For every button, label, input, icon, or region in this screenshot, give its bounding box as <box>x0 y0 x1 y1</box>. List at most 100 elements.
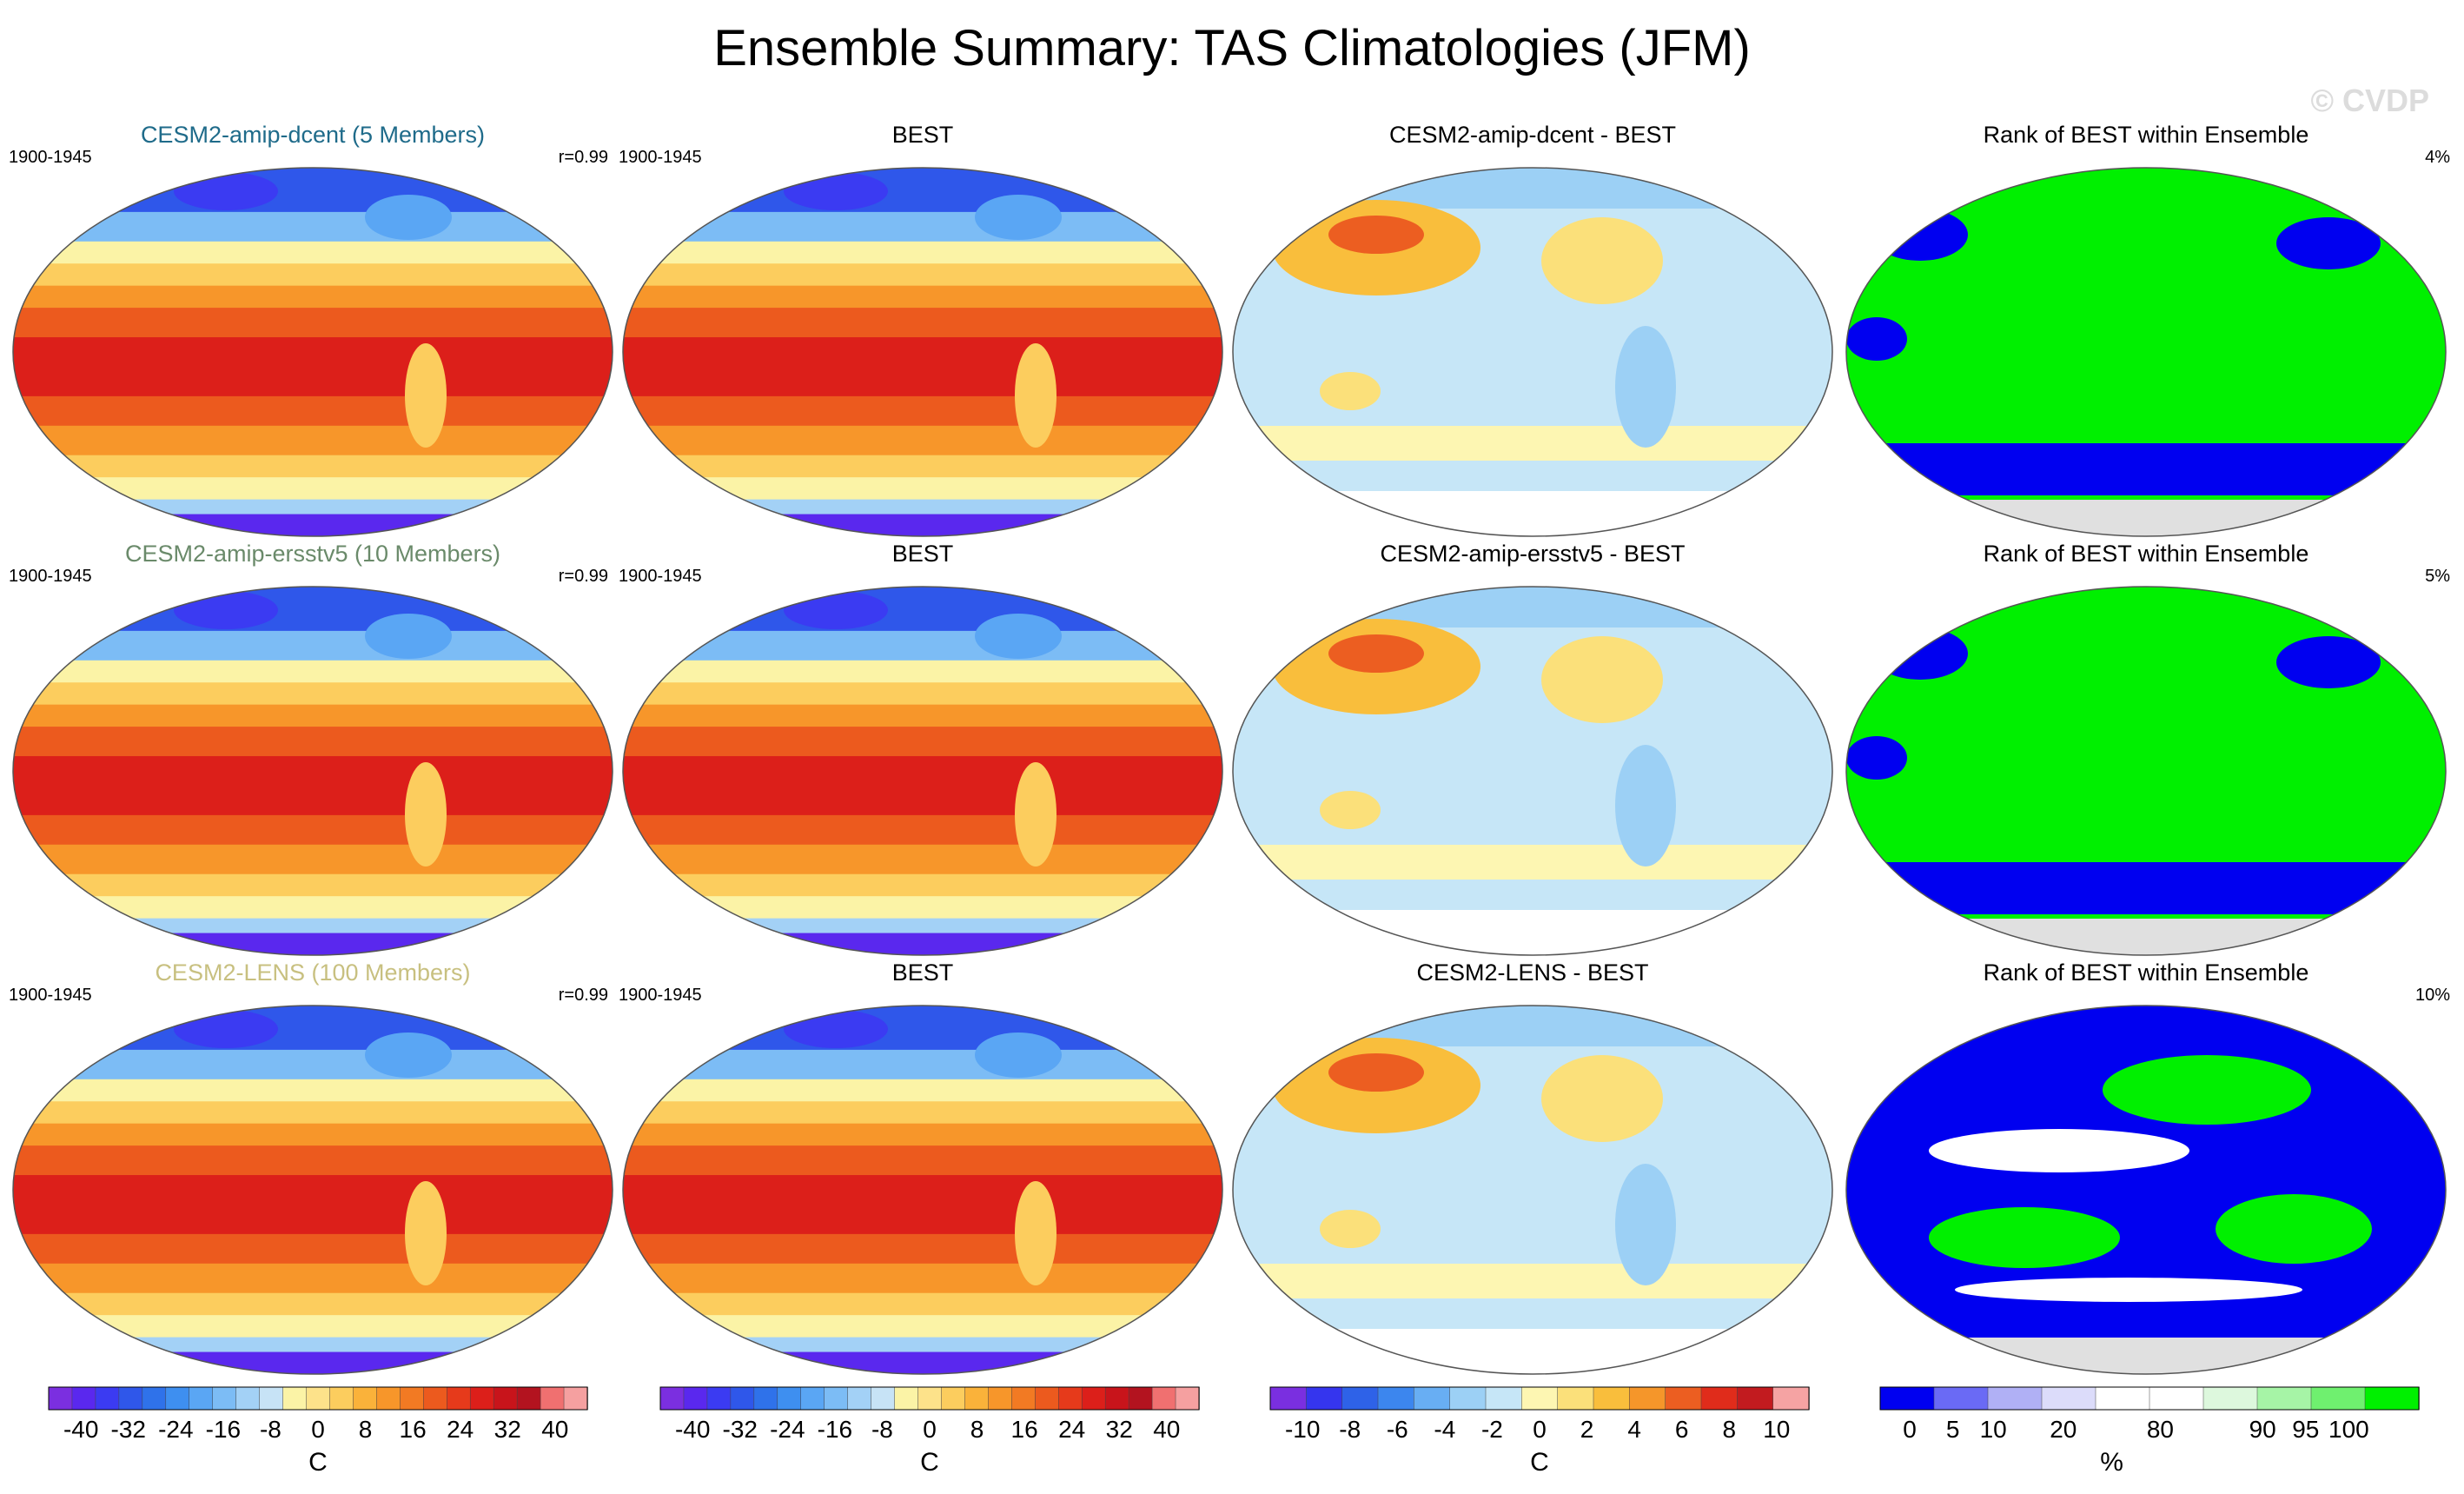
correlation-label: r=0.99 <box>558 567 608 586</box>
colorbar-swatch <box>1933 1386 1989 1411</box>
colorbar-tick-label: 8 <box>970 1416 984 1443</box>
map-band <box>623 1337 1222 1353</box>
andes-region <box>1015 1181 1056 1285</box>
diff-title: CESM2-amip-dcent - BEST <box>1388 122 1677 148</box>
colorbar-swatch <box>469 1386 494 1411</box>
colorbar-swatch <box>71 1386 96 1411</box>
map-band <box>13 814 613 846</box>
years-label: 1900-1945 <box>619 148 702 167</box>
warm-region <box>1541 636 1663 723</box>
panel-obs-row2: BEST 1900-1945 <box>619 541 1227 958</box>
map-band <box>13 1123 613 1147</box>
map-band <box>13 587 613 632</box>
colorbar-model: -40 -32 -24 -16 -8 0 8 16 24 32 40 C <box>45 1385 593 1481</box>
colorbar-tick-label: 8 <box>1722 1416 1736 1443</box>
colorbar-tick-label: 5 <box>1946 1416 1960 1443</box>
rank-low-region <box>1872 209 1968 261</box>
obs-title: BEST <box>891 959 954 986</box>
arctic-band <box>1233 168 1832 209</box>
cold-region <box>975 1033 1062 1078</box>
map-outline <box>622 167 1223 537</box>
map-band <box>623 514 1222 536</box>
cold-region <box>784 591 888 629</box>
colorbar-tick-label: 0 <box>1533 1416 1547 1443</box>
colorbar-tick-label: 95 <box>2292 1416 2319 1443</box>
rank-map <box>1845 167 2447 537</box>
panel-obs-row3: BEST 1900-1945 <box>619 959 1227 1377</box>
map-band <box>623 1175 1222 1235</box>
cold-region <box>975 195 1062 240</box>
map-band <box>623 1263 1222 1294</box>
antarctica-blank <box>1233 491 1832 536</box>
map-band <box>623 1123 1222 1147</box>
map-band <box>13 168 613 213</box>
colorbar-swatch <box>1557 1386 1594 1411</box>
andes-region <box>405 343 447 448</box>
map-bands <box>1233 587 1832 955</box>
map-band <box>623 873 1222 898</box>
colorbar-tick-label: 10 <box>1980 1416 2007 1443</box>
rank-low-band <box>1846 443 2446 495</box>
colorbar-frame <box>1269 1386 1810 1411</box>
colorbar-tick-label: 80 <box>2147 1416 2174 1443</box>
map-outline <box>1845 586 2447 956</box>
colorbar-tick-label: 10 <box>1763 1416 1790 1443</box>
map-band <box>623 1315 1222 1338</box>
map-outline <box>622 1005 1223 1375</box>
map-band <box>13 756 613 816</box>
colorbar-swatch <box>1306 1386 1343 1411</box>
map-band <box>13 514 613 536</box>
panel-model-row2: CESM2-amip-ersstv5 (10 Members) 1900-194… <box>9 541 617 958</box>
rank-low-band <box>1846 862 2446 914</box>
cold-region <box>174 172 278 210</box>
colorbar-swatch <box>894 1386 919 1411</box>
colorbar-tick-label: -32 <box>111 1416 146 1443</box>
map-band <box>13 1263 613 1294</box>
colorbar-diff: -10 -8 -6 -4 -2 0 2 4 6 8 10 C <box>1267 1385 1814 1481</box>
rank-title: Rank of BEST within Ensemble <box>1983 541 2309 567</box>
colorbar-swatch <box>516 1386 541 1411</box>
model-title: CESM2-amip-ersstv5 (10 Members) <box>124 541 501 567</box>
colorbar-swatch <box>1737 1386 1774 1411</box>
map-band <box>13 682 613 706</box>
map-band <box>13 1145 613 1177</box>
map-bands <box>623 587 1222 955</box>
map-band <box>623 308 1222 339</box>
map-outline <box>12 1005 613 1375</box>
rank-low-region <box>1846 736 1907 780</box>
colorbar-tick-label: 40 <box>1153 1416 1180 1443</box>
rank-map <box>1845 586 2447 956</box>
colorbar-tick-label: 32 <box>494 1416 521 1443</box>
colorbar-frame <box>1879 1386 2420 1411</box>
colorbar-swatch <box>2202 1386 2258 1411</box>
colorbar-tick-label: -2 <box>1481 1416 1503 1443</box>
map-band <box>623 918 1222 934</box>
map-band <box>623 844 1222 875</box>
correlation-label: r=0.99 <box>558 148 608 167</box>
map-band <box>623 933 1222 955</box>
colorbar-rank: 0 5 10 20 80 90 95 100% <box>1877 1385 2424 1481</box>
map-band <box>13 1101 613 1125</box>
map-band <box>623 587 1222 632</box>
colorbar-tick-label: 90 <box>2249 1416 2276 1443</box>
map-band <box>623 1101 1222 1125</box>
map-band <box>623 211 1222 242</box>
antarctica-mask <box>1846 1338 2446 1374</box>
map-band <box>13 1006 613 1051</box>
map-bands <box>13 1006 613 1374</box>
colorbar-swatch <box>165 1386 190 1411</box>
rank-map <box>1845 1005 2447 1375</box>
map-band <box>623 660 1222 684</box>
colorbar-swatch <box>1521 1386 1559 1411</box>
colorbar-tick-label: -6 <box>1387 1416 1408 1443</box>
figure-title: Ensemble Summary: TAS Climatologies (JFM… <box>713 20 1751 76</box>
antarctica-mask <box>1846 500 2446 536</box>
panel-rank-row1: Rank of BEST within Ensemble 4% <box>1842 122 2450 539</box>
colorbar-tick-label: -10 <box>1285 1416 1320 1443</box>
map-outline <box>12 586 613 956</box>
temperature-map <box>622 167 1223 537</box>
difference-map <box>1232 1005 1833 1375</box>
colorbar-frame <box>659 1386 1200 1411</box>
panel-model-row3: CESM2-LENS (100 Members) 1900-1945 r=0.9… <box>9 959 617 1377</box>
model-title: CESM2-amip-dcent (5 Members) <box>140 122 486 148</box>
